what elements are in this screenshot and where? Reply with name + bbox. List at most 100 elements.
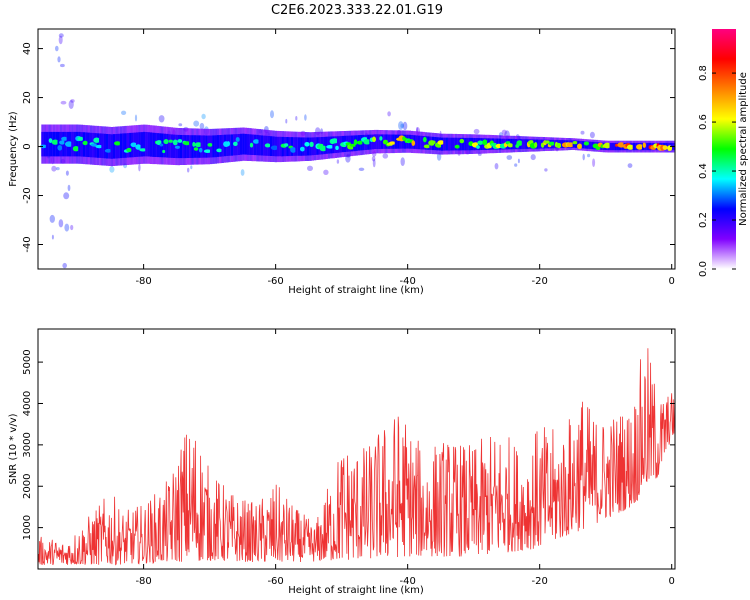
heatmap-cell: [183, 141, 191, 146]
heatmap-cell: [57, 131, 60, 157]
heatmap-cell: [203, 135, 206, 158]
heatmap-cell: [60, 63, 65, 68]
colorbar-tick-label: 0.6: [698, 114, 709, 130]
heatmap-cell: [193, 147, 199, 151]
heatmap-cell: [603, 142, 612, 149]
heatmap-cell: [78, 131, 81, 157]
heatmap-cell: [159, 143, 164, 147]
heatmap-cell: [371, 134, 375, 150]
heatmap-cell: [158, 115, 165, 123]
heatmap-cell: [189, 135, 192, 158]
heatmap-cell: [642, 142, 646, 148]
heatmap-cell: [334, 136, 338, 153]
heatmap-cell: [68, 100, 74, 109]
heatmap-cell: [517, 158, 520, 164]
heatmap-cell: [450, 137, 453, 151]
heatmap-cell: [398, 121, 404, 130]
y-tick-label: 40: [22, 42, 33, 55]
heatmap-cell: [51, 139, 59, 145]
heatmap-cell: [389, 141, 396, 145]
heatmap-cell: [147, 132, 150, 157]
heatmap-cell: [309, 141, 314, 147]
heatmap-cell: [461, 137, 465, 151]
heatmap-cell: [313, 137, 317, 155]
heatmap-cell: [179, 135, 183, 159]
heatmap-cell: [371, 156, 376, 162]
y-tick-label: -40: [22, 236, 33, 252]
heatmap-cell: [40, 144, 48, 149]
heatmap-cell: [400, 157, 405, 167]
heatmap-cell: [307, 165, 313, 171]
spectrogram-heatmap: [40, 33, 675, 269]
heatmap-cell: [616, 142, 619, 151]
heatmap-cell: [214, 135, 217, 158]
heatmap-cell: [304, 142, 310, 147]
heatmap-cell: [662, 145, 668, 151]
heatmap-cell: [193, 135, 197, 158]
heatmap-cell: [581, 141, 585, 149]
heatmap-cell: [516, 140, 523, 146]
heatmap-cell: [443, 137, 446, 151]
x-tick-label: 0: [669, 576, 675, 587]
heatmap-cell: [182, 135, 185, 159]
heatmap-cell: [417, 135, 421, 150]
heatmap-cell: [82, 140, 88, 146]
heatmap-cell: [109, 166, 115, 173]
heatmap-cell: [235, 137, 240, 142]
heatmap-cell: [139, 148, 147, 152]
heatmap-cell: [277, 136, 280, 157]
heatmap-cell: [514, 139, 518, 150]
heatmap-cell: [95, 144, 103, 149]
heatmap-cell: [145, 132, 148, 157]
heatmap-cell: [112, 134, 116, 159]
heatmap-cell: [70, 224, 74, 231]
heatmap-cell: [149, 132, 153, 157]
heatmap-cell: [58, 35, 63, 45]
heatmap-cell: [57, 145, 63, 151]
heatmap-cell: [55, 167, 60, 171]
heatmap-cell: [454, 137, 458, 151]
spectrogram-y-ticks: -40 -20 0 20 40: [22, 42, 675, 253]
heatmap-cell: [626, 144, 635, 150]
heatmap-cell: [216, 135, 220, 157]
snr-series: [37, 348, 676, 566]
heatmap-cell: [530, 154, 536, 161]
heatmap-cell: [459, 137, 462, 151]
heatmap-cell: [172, 139, 178, 146]
colorbar-tick-label: 0.0: [698, 261, 709, 277]
heatmap-cell: [374, 134, 377, 149]
heatmap-cell: [319, 145, 327, 152]
y-tick-label: 4000: [22, 391, 33, 416]
heatmap-cell: [457, 137, 460, 151]
y-tick-label: 0: [22, 143, 33, 149]
heatmap-cell: [464, 137, 467, 151]
heatmap-cell: [454, 144, 460, 149]
heatmap-cell: [420, 135, 423, 150]
heatmap-cell: [372, 158, 376, 168]
snr-panel: -80 -60 -40 -20 0 1000 2000 3000 4000 5000 Heigh…: [8, 328, 676, 596]
heatmap-cell: [51, 165, 57, 172]
colorbar-tick-label: 0.2: [698, 212, 709, 228]
heatmap-cell: [476, 145, 480, 149]
heatmap-cell: [80, 132, 83, 157]
heatmap-cell: [416, 127, 419, 133]
x-tick-label: -40: [399, 576, 415, 587]
heatmap-cell: [577, 143, 583, 150]
heatmap-cell: [423, 144, 431, 149]
heatmap-cell: [230, 134, 234, 156]
heatmap-cell: [184, 135, 187, 159]
heatmap-cell: [205, 135, 208, 158]
heatmap-cell: [253, 139, 260, 144]
heatmap-cell: [114, 141, 121, 146]
heatmap-cell: [580, 130, 585, 135]
heatmap-cell: [256, 134, 259, 156]
heatmap-cell: [583, 141, 590, 146]
heatmap-cell: [119, 133, 123, 159]
heatmap-cell: [58, 219, 64, 228]
heatmap-cell: [336, 159, 340, 164]
heatmap-cell: [143, 131, 146, 157]
x-tick-label: 0: [669, 276, 675, 287]
heatmap-cell: [41, 131, 44, 157]
heatmap-cell: [59, 140, 66, 145]
heatmap-cell: [264, 143, 271, 148]
